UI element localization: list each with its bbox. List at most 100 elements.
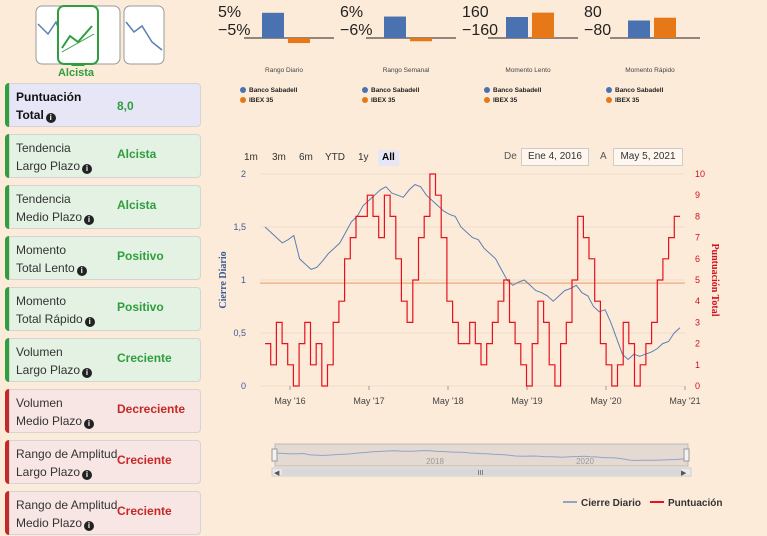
card-label-line1: Tendencia bbox=[16, 192, 71, 206]
range-button[interactable]: 6m bbox=[299, 152, 313, 163]
indicator-card[interactable]: Tendencia Medio Plazo i Alcista bbox=[5, 185, 201, 229]
indicator-card[interactable]: Momento Total Rápido i Positivo bbox=[5, 287, 201, 331]
mini-legend-b: IBEX 35 bbox=[371, 97, 396, 104]
mini-chart: 80 −80 Momento Rápido Banco Sabadell IBEX 35 bbox=[584, 4, 706, 114]
indicator-card[interactable]: Tendencia Largo Plazo i Alcista bbox=[5, 134, 201, 178]
from-label: De bbox=[504, 151, 517, 162]
card-label-line1: Tendencia bbox=[16, 141, 71, 155]
mini-legend: Banco Sabadell IBEX 35 bbox=[240, 86, 297, 106]
navigator-handle-left[interactable] bbox=[271, 448, 278, 462]
card-label-line1: Rango de Amplitud bbox=[16, 498, 118, 512]
info-icon[interactable]: i bbox=[84, 215, 95, 225]
bar-ibex[interactable] bbox=[532, 12, 554, 38]
price-line[interactable] bbox=[264, 184, 681, 361]
y-right-tick: 0 bbox=[695, 381, 700, 391]
card-label-line2: Total Lento bbox=[16, 261, 75, 275]
mini-axis-bottom: −80 bbox=[584, 22, 612, 39]
mini-legend-a: Banco Sabadell bbox=[371, 87, 420, 94]
legend-price[interactable]: Cierre Diario bbox=[563, 498, 641, 509]
bar-sabadell[interactable] bbox=[628, 20, 650, 39]
range-button[interactable]: 1y bbox=[358, 152, 369, 163]
info-icon[interactable]: i bbox=[82, 164, 93, 174]
card-value: Alcista bbox=[117, 198, 157, 212]
x-tick-label: May '16 bbox=[274, 396, 305, 406]
indicator-card[interactable]: Volumen Medio Plazo i Decreciente bbox=[5, 389, 201, 433]
info-icon[interactable]: i bbox=[84, 317, 95, 327]
info-icon[interactable]: i bbox=[82, 368, 93, 378]
y-right-tick: 4 bbox=[695, 296, 700, 306]
legend-score-swatch bbox=[650, 501, 664, 503]
bar-sabadell[interactable] bbox=[384, 16, 406, 38]
scroll-right-icon[interactable]: ▶ bbox=[681, 470, 687, 477]
indicator-card[interactable]: Rango de Amplitud Medio Plazo i Creciente bbox=[5, 491, 201, 535]
from-date-input[interactable]: Ene 4, 2016 bbox=[521, 148, 589, 166]
mini-legend-b: IBEX 35 bbox=[493, 97, 518, 104]
x-tick-label: May '21 bbox=[669, 396, 700, 406]
trend-badge-label: Alcista bbox=[57, 67, 95, 79]
y-right-tick: 2 bbox=[695, 339, 700, 349]
info-icon[interactable]: i bbox=[84, 419, 95, 429]
range-button[interactable]: 3m bbox=[272, 152, 286, 163]
bar-sabadell[interactable] bbox=[506, 17, 528, 38]
mini-axis-bottom: −160 bbox=[462, 22, 499, 39]
bar-ibex[interactable] bbox=[288, 38, 310, 44]
mini-axis-bottom: −6% bbox=[340, 22, 373, 39]
info-icon[interactable]: i bbox=[84, 521, 95, 531]
bar-sabadell[interactable] bbox=[262, 12, 284, 39]
card-value: Creciente bbox=[117, 453, 172, 467]
mini-legend-b: IBEX 35 bbox=[249, 97, 274, 104]
scroll-left-icon[interactable]: ◀ bbox=[274, 470, 280, 477]
legend-score[interactable]: Puntuación bbox=[650, 498, 722, 509]
score-line[interactable] bbox=[265, 173, 680, 387]
to-label: A bbox=[600, 151, 607, 162]
mini-legend-a: Banco Sabadell bbox=[493, 87, 542, 94]
mini-legend: Banco Sabadell IBEX 35 bbox=[362, 86, 419, 106]
range-button[interactable]: 1m bbox=[244, 152, 258, 163]
info-icon[interactable]: i bbox=[45, 113, 56, 123]
mini-chart-title: Rango Semanal bbox=[382, 67, 430, 74]
y-right-tick: 10 bbox=[695, 169, 705, 179]
card-label-line1: Momento bbox=[16, 294, 67, 308]
y-left-tick: 0 bbox=[241, 381, 246, 391]
indicator-card[interactable]: Volumen Largo Plazo i Creciente bbox=[5, 338, 201, 382]
y-right-title: Puntuación Total bbox=[709, 243, 720, 316]
card-label: Tendencia Medio Plazo i bbox=[16, 190, 126, 226]
card-value: Alcista bbox=[117, 147, 157, 161]
scroll-grip-icon[interactable]: III bbox=[478, 470, 484, 477]
legend-dot bbox=[362, 97, 368, 103]
indicator-card[interactable]: Momento Total Lento i Positivo bbox=[5, 236, 201, 280]
legend-dot bbox=[606, 87, 612, 93]
mini-chart-plot bbox=[244, 12, 334, 44]
mini-chart-plot bbox=[610, 17, 700, 39]
range-button[interactable]: All bbox=[378, 150, 399, 166]
y-left-tick: 0,5 bbox=[233, 328, 246, 338]
navigator-scroll-thumb[interactable] bbox=[282, 469, 681, 475]
mini-chart-plot bbox=[488, 12, 578, 39]
bar-ibex[interactable] bbox=[410, 38, 432, 42]
navigator-handle-right[interactable] bbox=[683, 448, 690, 462]
card-label: Volumen Medio Plazo i bbox=[16, 394, 126, 430]
card-label: Momento Total Lento i bbox=[16, 241, 126, 277]
card-value: Decreciente bbox=[117, 402, 186, 416]
card-label: Rango de Amplitud Largo Plazo i bbox=[16, 445, 126, 481]
card-label-line1: Puntuación bbox=[16, 90, 82, 104]
card-value: Creciente bbox=[117, 351, 172, 365]
info-icon[interactable]: i bbox=[76, 266, 87, 276]
to-date-input[interactable]: May 5, 2021 bbox=[613, 148, 683, 166]
bar-ibex[interactable] bbox=[654, 17, 676, 38]
card-label-line2: Largo Plazo bbox=[16, 159, 81, 173]
mini-chart-plot bbox=[366, 16, 456, 42]
navigator-label: 2018 bbox=[426, 457, 444, 466]
info-icon[interactable]: i bbox=[82, 470, 93, 480]
range-button[interactable]: YTD bbox=[325, 152, 345, 163]
indicator-card[interactable]: Puntuación Total i 8,0 bbox=[5, 83, 201, 127]
legend-price-swatch bbox=[563, 501, 577, 503]
indicator-card[interactable]: Rango de Amplitud Largo Plazo i Creciente bbox=[5, 440, 201, 484]
card-value: Positivo bbox=[117, 249, 164, 263]
legend-dot bbox=[240, 87, 246, 93]
mini-axis-top: 160 bbox=[462, 4, 489, 21]
mini-axis-top: 80 bbox=[584, 4, 602, 21]
card-label: Puntuación Total i bbox=[16, 88, 126, 124]
main-chart[interactable]: 0 0,5 1 1,5 2 0 1 2 3 4 5 6 7 8 9 10 May '16 May '17 May '… bbox=[210, 166, 730, 526]
mini-chart-title: Momento Lento bbox=[505, 67, 551, 74]
